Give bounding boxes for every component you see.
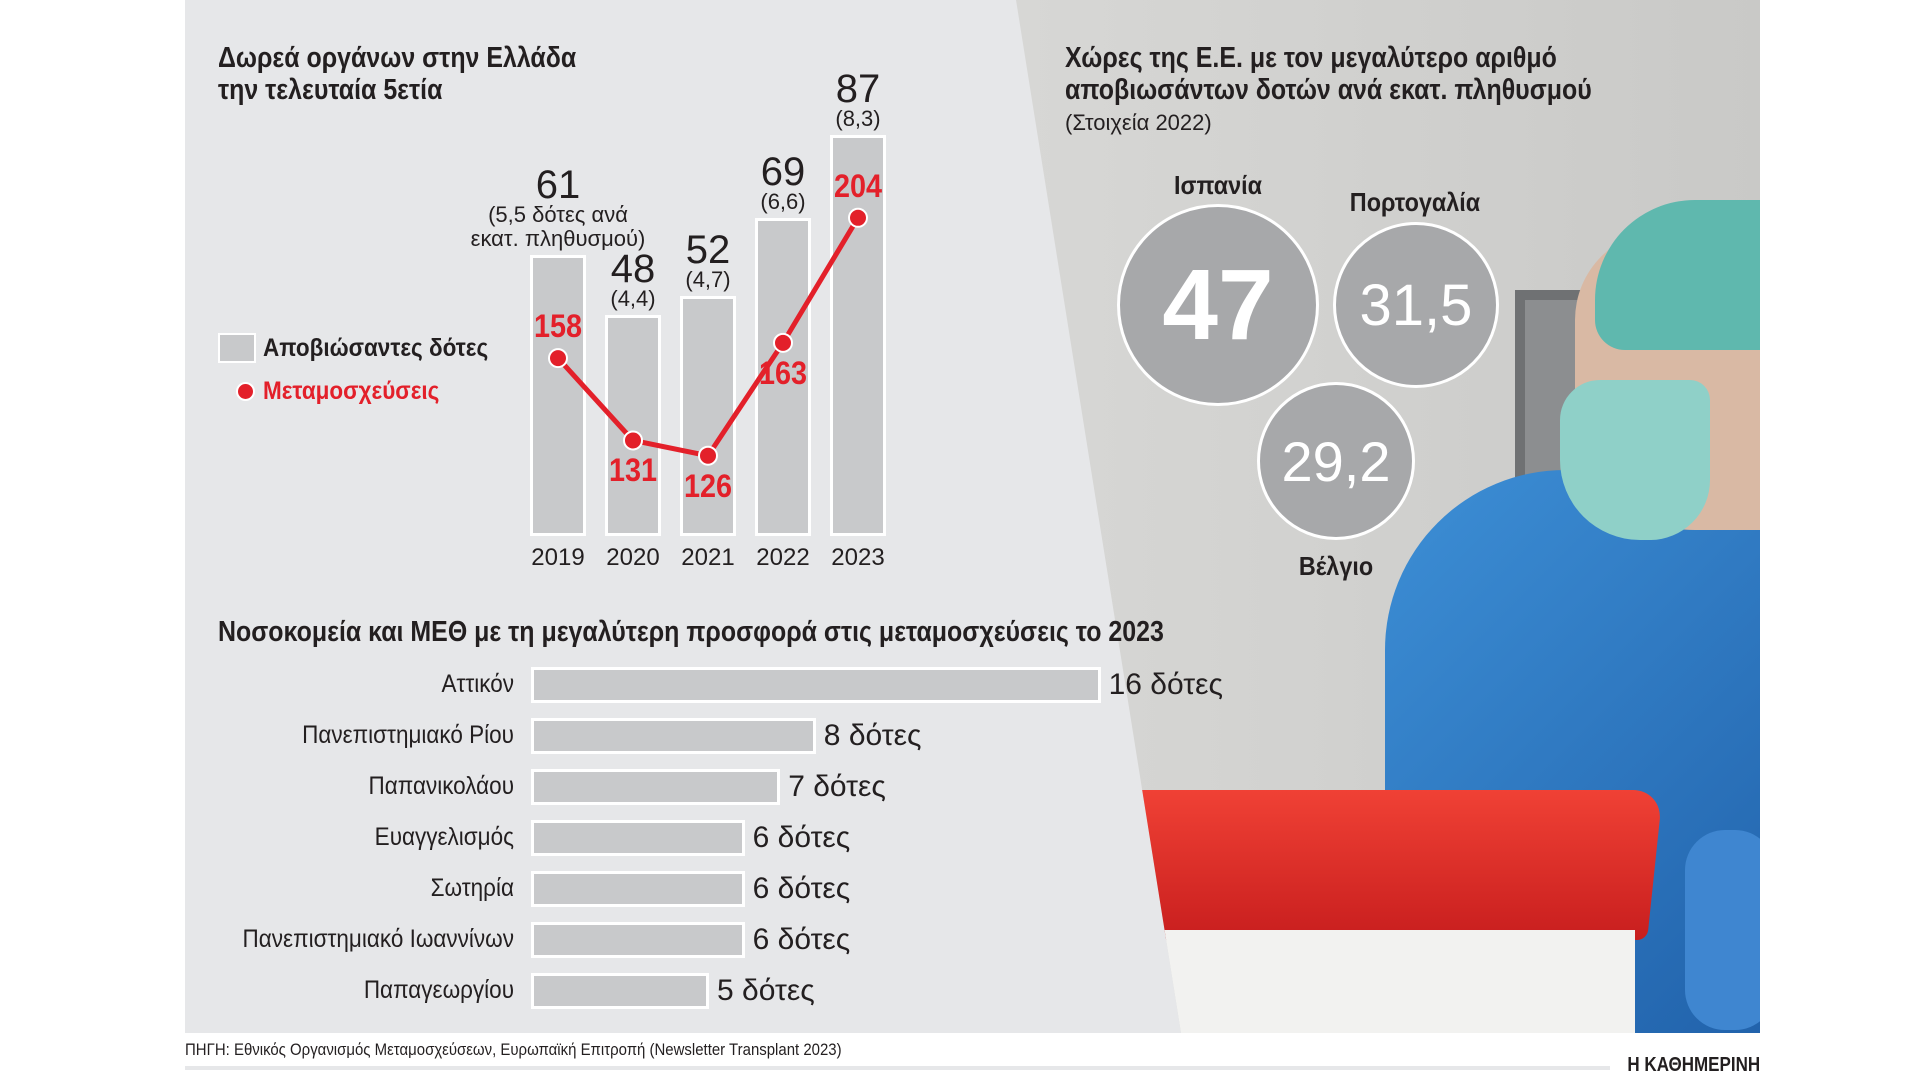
donor-bar [530,254,586,536]
hospital-bar [531,973,709,1009]
hospital-name: Αττικόν [441,670,514,698]
hospital-name: Πανεπιστημιακό Ιωαννίνων [242,925,514,953]
left-chart-title-line2: την τελευταία 5ετία [218,74,443,106]
hospital-value-label: 6 δότες [752,872,851,905]
year-label: 2021 [681,544,735,571]
per-million-label: (8,3) [835,105,881,131]
hospital-name: Σωτηρία [430,874,514,902]
transplant-value-label: 204 [833,167,883,204]
glove [1685,830,1760,1030]
hospital-value-label: 16 δότες [1108,668,1223,701]
infographic-panel: Δωρεά οργάνων στην Ελλάδα την τελευταία … [185,0,1760,1033]
per-million-label: (4,7) [685,267,731,293]
transplant-point [698,445,718,466]
legend-transplants-dot [236,382,255,401]
year-label: 2019 [531,544,585,571]
value-belgium: 29,2 [1281,429,1391,493]
legend-donors-label: Αποβιώσαντες δότες [263,334,489,362]
brand-logo: Η ΚΑΘΗΜΕΡΙΝΗ [1627,1054,1760,1076]
hospital-name: Πανεπιστημιακό Ρίου [302,721,514,749]
donor-value-label: 48 [610,246,656,291]
transplant-point [548,348,568,369]
donor-value-label: 87 [835,66,881,111]
per-million-note-line1: (5,5 δότες ανά [488,201,628,227]
transplant-value-label: 126 [683,467,733,504]
footer-divider [185,1066,1610,1070]
transplants-line [556,216,861,459]
hospital-bar [531,820,745,856]
label-belgium: Βέλγιο [1298,551,1374,581]
donor-value-label: 61 [535,162,581,207]
hospital-name: Παπαγεωργίου [363,976,514,1004]
donor-bar [605,314,661,536]
circle-belgium: 29,2 [1257,382,1415,540]
circle-portugal: 31,5 [1333,222,1499,388]
hospital-value-label: 6 δότες [752,923,851,956]
right-chart-subtitle: (Στοιχεία 2022) [1065,110,1212,135]
label-portugal: Πορτογαλία [1349,187,1481,217]
hospital-bar [531,667,1101,703]
donor-bar [755,217,811,536]
transplant-point [773,332,793,353]
label-spain: Ισπανία [1173,170,1263,200]
value-spain: 47 [1162,248,1274,361]
transplants-line-layer [548,207,868,466]
hospital-name: Παπανικολάου [368,772,514,800]
hospital-value-label: 6 δότες [752,821,851,854]
surgeon-mask [1560,380,1710,540]
hospital-bar [531,922,745,958]
per-million-label: (4,4) [610,285,656,311]
donor-value-label: 69 [760,149,806,194]
organ-box-body [1045,930,1635,1033]
transplant-value-label: 131 [608,452,658,489]
hospital-bar [531,718,816,754]
donors-transplants-chart: 2019 εκατ. πληθυσμού) (5,5 δότες ανά 61 158 2… [185,0,1085,600]
legend-donors-swatch [218,333,256,363]
transplant-point [623,430,643,451]
hospital-value-label: 8 δότες [823,719,922,752]
transplant-value-label: 163 [758,354,808,391]
source-note: ΠΗΓΗ: Εθνικός Οργανισμός Μεταμοσχεύσεων,… [185,1040,842,1059]
right-chart-title-line2: αποβιωσάντων δοτών ανά εκατ. πληθυσμού [1065,74,1592,106]
surgeon-cap [1595,200,1760,350]
per-million-label: (6,6) [760,188,806,214]
donor-value-label: 52 [685,228,731,273]
hospital-value-label: 7 δότες [788,770,886,803]
donor-bar [830,134,886,536]
transplant-point [848,207,868,228]
year-label: 2023 [831,544,885,571]
hospital-bar [531,871,745,907]
per-million-note-line2: εκατ. πληθυσμού) [470,225,646,251]
organ-box-lid [1037,790,1663,940]
value-portugal: 31,5 [1359,272,1473,338]
hospital-bar [531,769,781,805]
left-chart-title-line1: Δωρεά οργάνων στην Ελλάδα [218,42,577,74]
year-label: 2020 [606,544,660,571]
circle-spain: 47 [1117,204,1319,406]
hospital-value-label: 5 δότες [717,974,815,1007]
right-chart-title-line1: Χώρες της Ε.Ε. με τον μεγαλύτερο αριθμό [1065,42,1557,74]
hospital-name: Ευαγγελισμός [374,823,514,851]
legend-transplants-label: Μεταμοσχεύσεις [263,377,440,405]
year-label: 2022 [756,544,810,571]
hospitals-title: Νοσοκομεία και ΜΕΘ με τη μεγαλύτερη προσ… [218,616,1164,648]
transplant-value-label: 158 [533,308,583,345]
